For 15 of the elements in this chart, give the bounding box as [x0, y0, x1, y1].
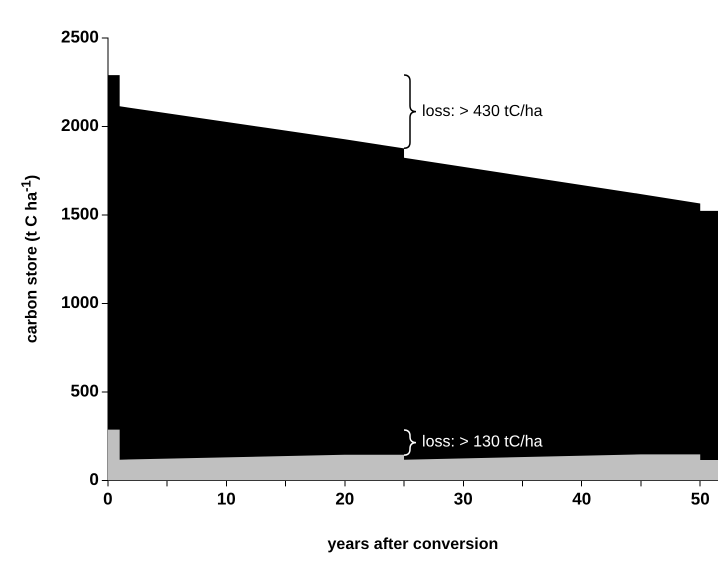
x-tick-label: 20: [335, 489, 354, 508]
y-tick-label: 1500: [60, 204, 99, 224]
annotation: loss: > 430 tC/ha: [422, 103, 543, 120]
x-tick-label: 0: [103, 489, 113, 508]
y-tick-label: 0: [89, 470, 99, 490]
y-tick-label: 500: [70, 382, 99, 401]
x-axis-title: years after conversion: [328, 536, 498, 553]
x-tick-label: 50: [690, 489, 710, 508]
annotation: loss: > 130 tC/ha: [422, 434, 543, 451]
x-tick-label: 40: [572, 489, 592, 508]
x-tick-label: 30: [454, 489, 473, 508]
y-tick-label: 2000: [60, 116, 99, 136]
x-tick-label: 10: [216, 489, 236, 508]
y-tick-label: 1000: [60, 293, 99, 312]
y-tick-label: 2500: [60, 28, 99, 47]
